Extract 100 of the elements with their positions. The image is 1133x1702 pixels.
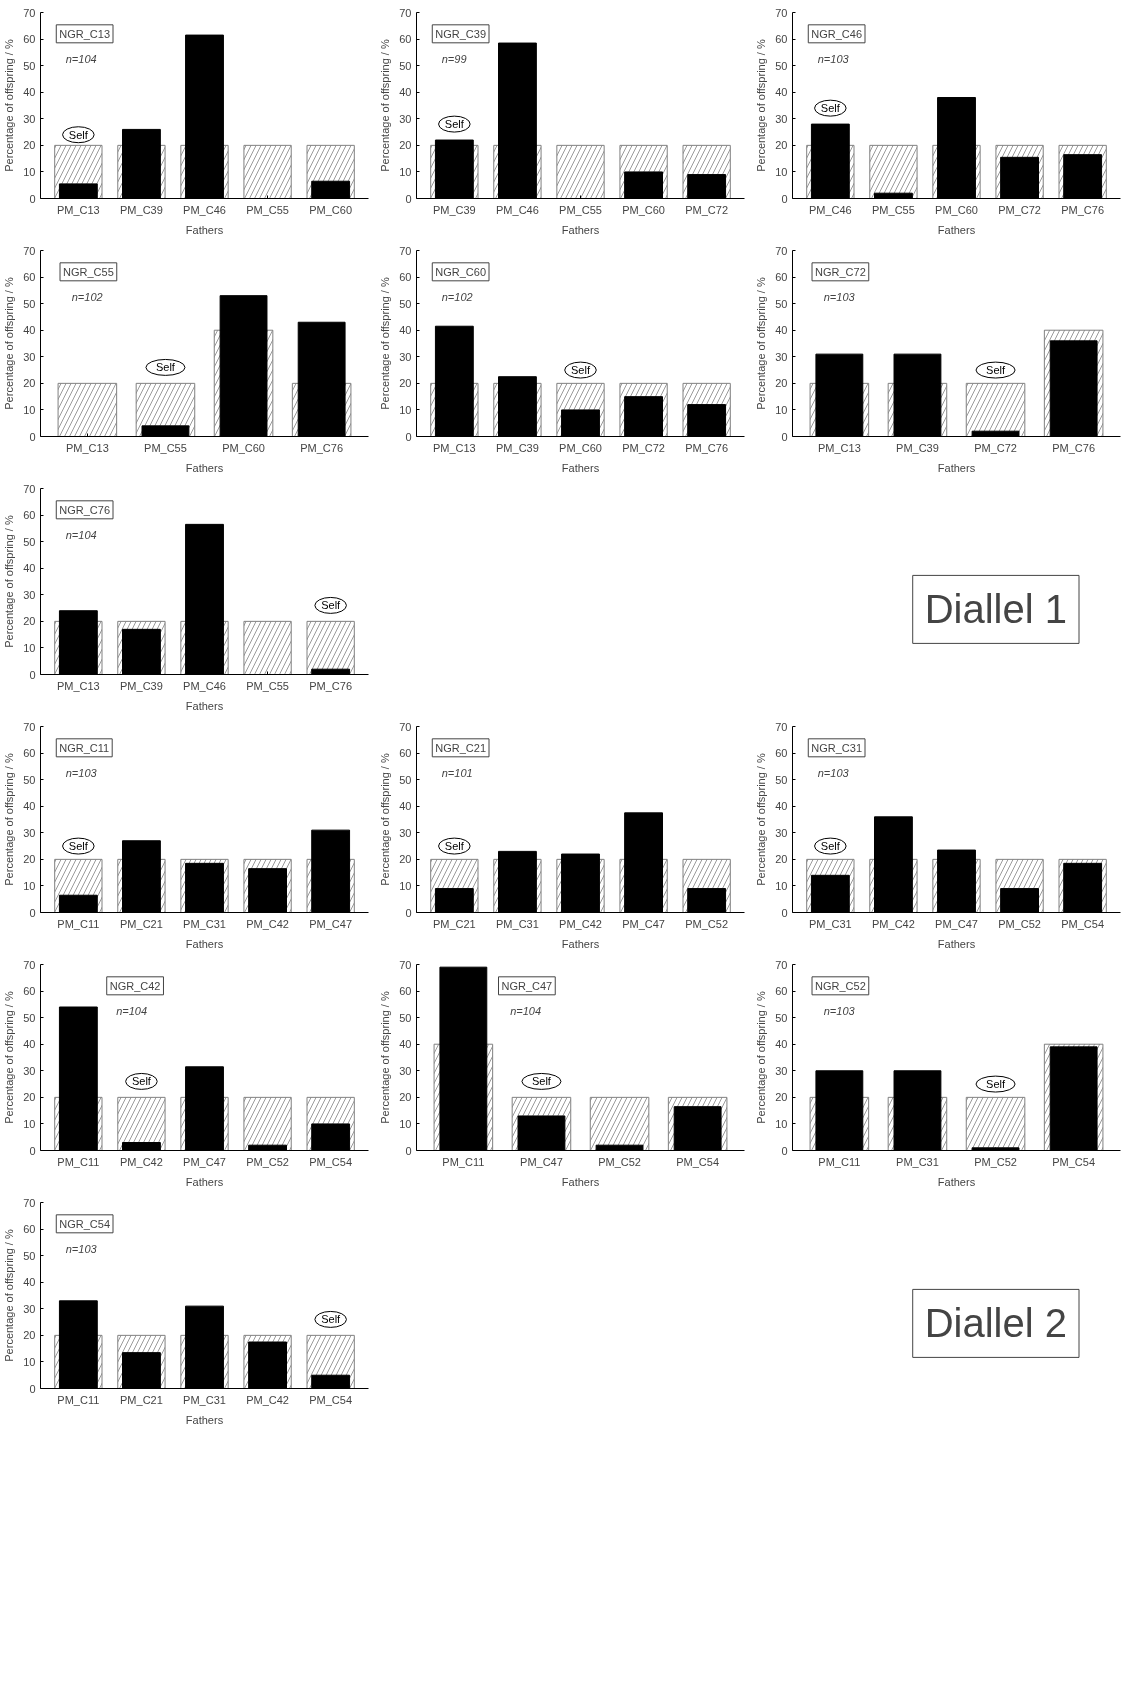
y-tick-label: 50: [399, 59, 412, 72]
text: Diallel 2: [924, 1301, 1068, 1346]
x-tick-label: PM_C42: [246, 1393, 289, 1406]
x-tick-label: PM_C21: [120, 917, 163, 930]
x-tick-label: PM_C52: [998, 917, 1041, 930]
y-tick-label: 40: [399, 1038, 412, 1051]
x-tick-label: PM_C46: [808, 203, 852, 216]
text: n=104: [65, 529, 97, 542]
x-tick-label: PM_C55: [246, 679, 289, 692]
x-tick-label: PM_C21: [432, 917, 476, 930]
y-axis-title: Percentage of offspring / %: [379, 753, 392, 886]
y-tick-label: 20: [23, 853, 36, 866]
text: n=99: [441, 53, 467, 66]
y-tick-label: 40: [23, 1276, 36, 1289]
x-tick-label: PM_C60: [559, 441, 602, 454]
x-tick-label: PM_C39: [896, 441, 939, 454]
y-tick-label: 50: [23, 1249, 36, 1262]
y-tick-label: 60: [775, 747, 788, 760]
y-tick-label: 20: [23, 377, 36, 390]
text: n=103: [823, 291, 856, 304]
y-tick-label: 30: [23, 588, 36, 601]
annotation: Self: [820, 102, 841, 115]
x-tick-label: PM_C39: [496, 441, 539, 454]
x-tick-label: PM_C11: [57, 1155, 100, 1168]
y-tick-label: 40: [399, 324, 412, 337]
x-axis-title: Fathers: [185, 1413, 224, 1426]
y-tick-label: 10: [775, 1117, 788, 1130]
y-axis-title: Percentage of offspring / %: [3, 1229, 16, 1362]
x-tick-label: PM_C52: [246, 1155, 289, 1168]
x-tick-label: PM_C39: [432, 203, 476, 216]
text: NGR_C42: [109, 979, 161, 992]
y-axis-title: Percentage of offspring / %: [755, 753, 768, 886]
x-tick-label: PM_C54: [309, 1393, 353, 1406]
x-tick-label: PM_C47: [520, 1155, 563, 1168]
y-tick-label: 70: [775, 244, 788, 257]
x-axis-title: Fathers: [185, 937, 224, 950]
y-tick-label: 10: [399, 165, 412, 178]
y-tick-label: 30: [775, 826, 788, 839]
y-tick-label: 70: [399, 6, 412, 19]
y-tick-label: 20: [23, 615, 36, 628]
y-tick-label: 10: [23, 403, 36, 416]
y-tick-label: 0: [405, 192, 412, 205]
y-axis-title: Percentage of offspring / %: [3, 277, 16, 410]
text: n=103: [817, 767, 850, 780]
y-tick-label: 60: [23, 985, 36, 998]
y-tick-label: 10: [23, 1355, 36, 1368]
y-tick-label: 50: [23, 59, 36, 72]
y-tick-label: 70: [399, 958, 412, 971]
y-tick-label: 20: [399, 139, 412, 152]
y-tick-label: 30: [399, 112, 412, 125]
y-tick-label: 60: [775, 33, 788, 46]
y-tick-label: 30: [23, 1302, 36, 1315]
y-axis-title: Percentage of offspring / %: [3, 515, 16, 648]
y-axis-title: Percentage of offspring / %: [755, 991, 768, 1124]
x-axis-title: Fathers: [561, 1175, 600, 1188]
y-tick-label: 20: [399, 377, 412, 390]
y-tick-label: 70: [775, 6, 788, 19]
y-axis-title: Percentage of offspring / %: [379, 277, 392, 410]
x-axis-title: Fathers: [937, 223, 976, 236]
y-tick-label: 0: [29, 1382, 36, 1395]
text: NGR_C31: [811, 741, 863, 754]
y-tick-label: 40: [775, 86, 788, 99]
x-axis-title: Fathers: [561, 461, 600, 474]
x-axis-title: Fathers: [937, 1175, 976, 1188]
x-tick-label: PM_C13: [817, 441, 861, 454]
y-tick-label: 0: [29, 906, 36, 919]
y-tick-label: 0: [29, 1144, 36, 1157]
y-tick-label: 50: [775, 1011, 788, 1024]
x-tick-label: PM_C46: [183, 203, 226, 216]
y-tick-label: 50: [775, 773, 788, 786]
y-tick-label: 30: [399, 350, 412, 363]
x-tick-label: PM_C76: [309, 679, 353, 692]
x-tick-label: PM_C52: [685, 917, 729, 930]
y-tick-label: 20: [399, 853, 412, 866]
y-tick-label: 0: [405, 906, 412, 919]
y-tick-label: 50: [399, 773, 412, 786]
annotation: Self: [155, 361, 176, 374]
y-tick-label: 70: [399, 244, 412, 257]
text: NGR_C72: [815, 265, 866, 278]
text: n=103: [817, 53, 850, 66]
text: n=104: [510, 1005, 542, 1018]
y-tick-label: 60: [23, 509, 36, 522]
x-tick-label: PM_C11: [57, 917, 100, 930]
y-tick-label: 60: [23, 271, 36, 284]
y-tick-label: 20: [775, 853, 788, 866]
annotation: Self: [131, 1075, 152, 1088]
y-tick-label: 0: [405, 1144, 412, 1157]
y-tick-label: 20: [23, 1329, 36, 1342]
y-tick-label: 60: [23, 747, 36, 760]
annotation: Self: [820, 840, 841, 853]
x-tick-label: PM_C76: [300, 441, 344, 454]
x-tick-label: PM_C55: [872, 203, 915, 216]
x-tick-label: PM_C31: [183, 1393, 226, 1406]
x-tick-label: PM_C54: [1061, 917, 1105, 930]
x-axis-title: Fathers: [185, 461, 224, 474]
y-tick-label: 0: [781, 906, 788, 919]
x-tick-label: PM_C52: [598, 1155, 641, 1168]
x-tick-label: PM_C60: [622, 203, 665, 216]
x-tick-label: PM_C46: [183, 679, 226, 692]
y-tick-label: 0: [781, 430, 788, 443]
